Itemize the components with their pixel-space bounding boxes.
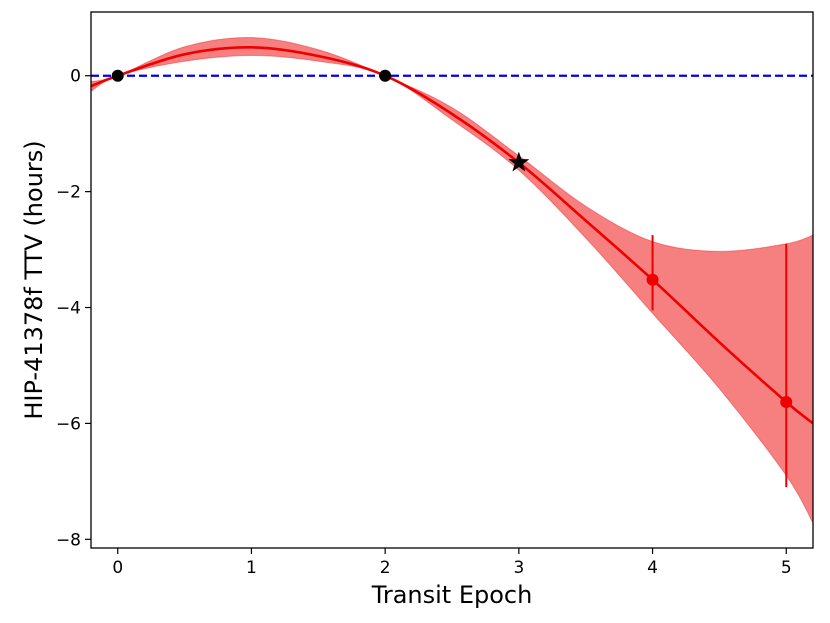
y-tick-label-3: −6 <box>56 414 81 434</box>
y-axis: 0 −2 −4 −6 −8 <box>56 67 91 550</box>
y-tick-label-2: −4 <box>56 299 81 319</box>
x-axis: 0 1 2 3 4 5 <box>112 548 792 578</box>
highlight-star-0 <box>508 151 530 172</box>
x-tick-label-2: 2 <box>380 558 391 578</box>
observed-point-0 <box>111 69 124 82</box>
plot-frame <box>90 11 814 549</box>
predicted-point-0 <box>646 273 659 286</box>
x-axis-title: Transit Epoch <box>371 581 533 609</box>
y-tick-label-4: −8 <box>56 530 81 550</box>
x-tick-label-5: 5 <box>781 558 792 578</box>
x-tick-label-0: 0 <box>112 558 123 578</box>
uncertainty-band <box>91 36 813 525</box>
y-axis-title: HIP-41378f TTV (hours) <box>20 140 48 419</box>
observed-point-1 <box>379 69 392 82</box>
x-tick-label-1: 1 <box>246 558 257 578</box>
plot-area <box>91 36 813 525</box>
y-tick-label-0: 0 <box>70 67 81 87</box>
model-line <box>91 46 813 425</box>
x-tick-label-4: 4 <box>647 558 658 578</box>
predicted-point-1 <box>780 395 793 408</box>
y-tick-label-1: −2 <box>56 183 81 203</box>
x-tick-label-3: 3 <box>513 558 524 578</box>
